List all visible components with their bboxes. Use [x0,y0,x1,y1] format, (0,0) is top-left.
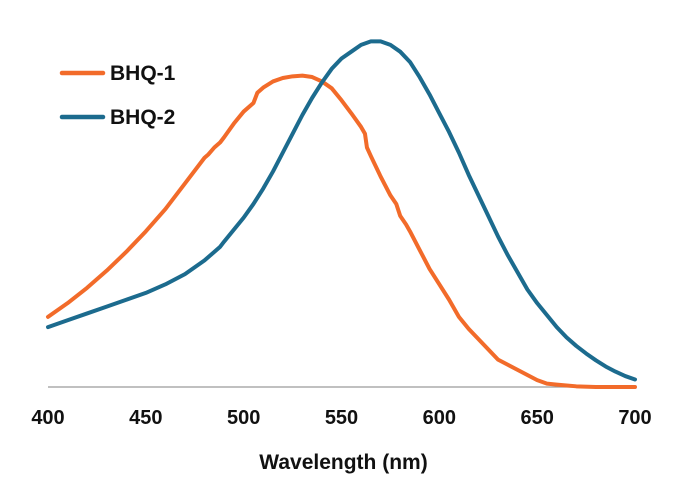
x-tick-label: 450 [129,407,162,429]
x-tick-label: 650 [520,407,553,429]
legend: BHQ-1 BHQ-2 [59,62,176,129]
series-line-bhq-1 [46,73,637,389]
series-lines [46,39,637,389]
x-tick-label: 400 [31,407,64,429]
x-tick-label: 500 [227,407,260,429]
x-tick-label: 600 [423,407,456,429]
x-tick-label: 550 [325,407,358,429]
x-axis-title: Wavelength (nm) [259,451,427,474]
legend-label: BHQ-2 [110,106,175,129]
series-line-bhq-2 [46,39,637,382]
legend-label: BHQ-1 [110,62,176,85]
x-tick-label: 700 [618,407,651,429]
x-tick-labels: 400 450 500 550 600 650 700 [31,407,651,429]
